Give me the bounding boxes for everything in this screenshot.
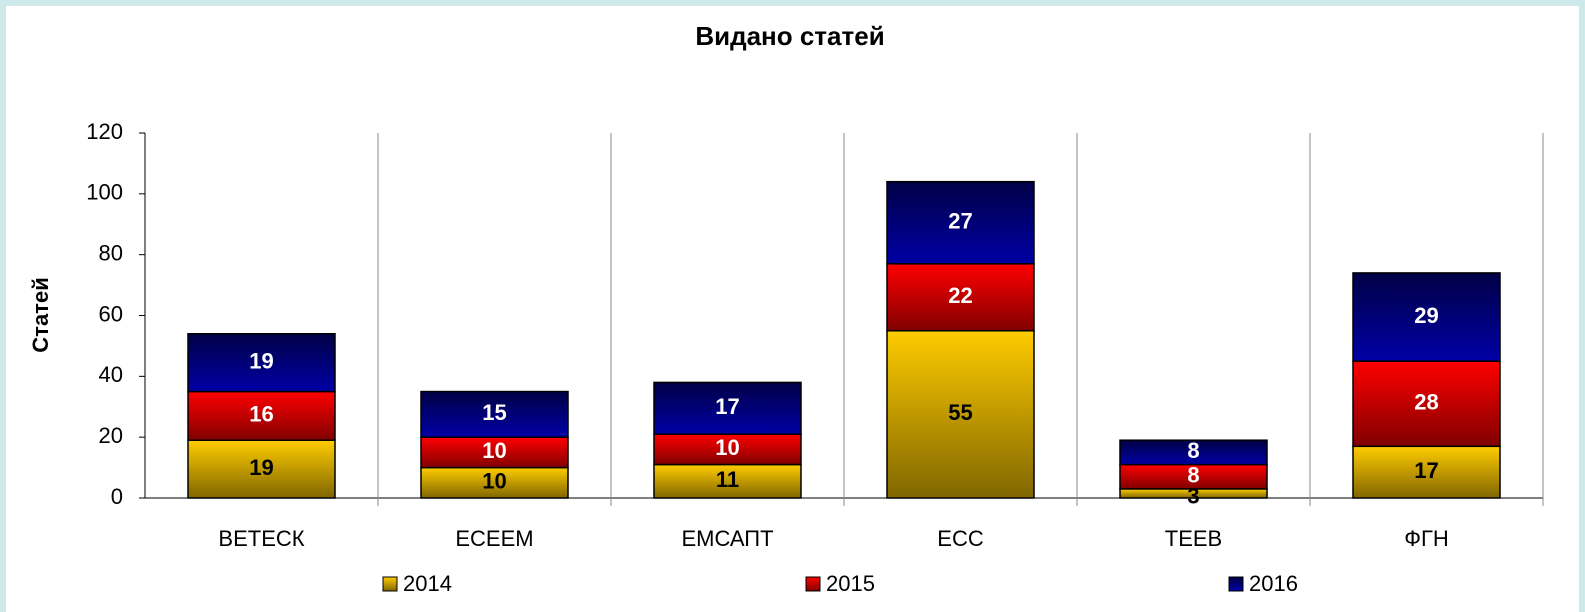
bar-segment xyxy=(1352,445,1501,499)
bar-segment xyxy=(187,333,336,393)
legend-swatch xyxy=(805,576,821,592)
chart-panel xyxy=(6,6,1579,612)
data-label: 17 xyxy=(715,394,739,419)
legend-swatch xyxy=(382,576,398,592)
bar-segment xyxy=(886,180,1035,265)
bar-segment xyxy=(420,466,569,499)
bar-segment xyxy=(420,436,569,469)
data-label: 27 xyxy=(948,209,972,234)
data-label: 15 xyxy=(482,400,506,425)
x-tick-label: ВЕТЕСК xyxy=(218,526,304,551)
bar-segment xyxy=(1352,360,1501,448)
y-tick-label: 100 xyxy=(86,180,123,205)
y-axis-label: Статей xyxy=(28,277,53,352)
y-tick-label: 40 xyxy=(99,362,123,387)
bar-segment xyxy=(187,390,336,441)
data-label: 11 xyxy=(716,467,739,492)
bar-segment xyxy=(1352,272,1501,362)
bar-segment xyxy=(886,329,1035,499)
bar-segment xyxy=(420,390,569,438)
legend-label: 2014 xyxy=(403,571,452,596)
y-tick-label: 60 xyxy=(99,301,123,326)
y-tick-label: 80 xyxy=(99,240,123,265)
data-label: 10 xyxy=(482,469,506,494)
bar-segment xyxy=(653,433,802,466)
data-label: 19 xyxy=(249,348,273,373)
data-label: 29 xyxy=(1414,303,1438,328)
bar-segment xyxy=(1119,463,1268,490)
x-tick-label: ТЕЕВ xyxy=(1165,526,1222,551)
y-tick-label: 0 xyxy=(111,484,123,509)
data-label: 16 xyxy=(249,402,273,427)
y-tick-label: 120 xyxy=(86,119,123,144)
bar-segment xyxy=(886,263,1035,332)
data-label: 28 xyxy=(1414,390,1438,415)
data-label: 22 xyxy=(948,283,972,308)
bar-segment xyxy=(1119,439,1268,466)
data-label: 19 xyxy=(249,455,273,480)
y-tick-label: 20 xyxy=(99,423,123,448)
data-label: 17 xyxy=(1414,458,1438,483)
legend-label: 2015 xyxy=(826,571,875,596)
data-label: 55 xyxy=(948,400,972,425)
x-tick-label: ЕСС xyxy=(937,526,984,551)
x-tick-label: ЕМСАПТ xyxy=(681,526,773,551)
data-label: 10 xyxy=(715,435,739,460)
data-label: 8 xyxy=(1187,438,1199,463)
data-label: 10 xyxy=(482,438,506,463)
x-tick-label: ЕСЕЕМ xyxy=(455,526,533,551)
legend-label: 2016 xyxy=(1249,571,1298,596)
data-label: 8 xyxy=(1187,463,1199,488)
chart-title: Видано статей xyxy=(695,21,884,51)
x-tick-label: ФГН xyxy=(1404,526,1449,551)
bar-segment xyxy=(653,381,802,435)
bar-segment xyxy=(187,439,336,499)
legend-swatch xyxy=(1228,576,1244,592)
